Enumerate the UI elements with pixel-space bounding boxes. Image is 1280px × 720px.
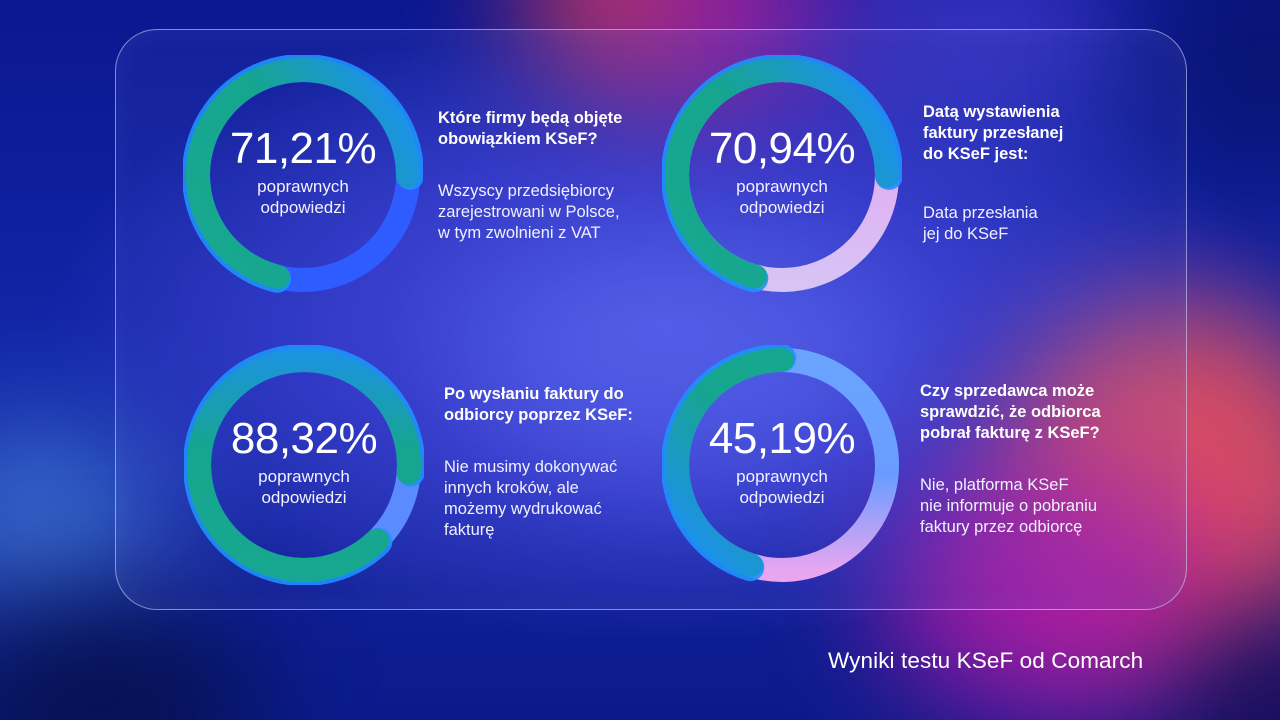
answer-text: Wszyscy przedsiębiorcy zarejestrowani w P… [438,182,620,242]
percent-value: 88,32% [230,414,378,463]
donut-chart-2: 70,94% poprawnych odpowiedzi [662,55,902,295]
percent-caption: poprawnych odpowiedzi [736,467,828,507]
footer-title: Wyniki testu KSeF od Comarch [828,648,1144,673]
donut-chart-4: 45,19% poprawnych odpowiedzi [662,345,902,585]
donut-ring-1 [183,55,423,295]
question-block-4: Czy sprzedawca może sprawdzić, że odbiorc… [920,381,1160,538]
answer-text: Nie, platforma KSeF nie informuje o pobra… [920,476,1098,536]
answer-text: Data przesłania jej do KSeF [923,204,1038,243]
results-panel [115,29,1187,610]
question-text: Datą wystawienia faktury przesłanej do KSe… [923,103,1064,163]
question-block-3: Po wysłaniu faktury do odbiorcy poprzez K… [444,384,684,541]
answer-text: Nie musimy dokonywać innych kroków, ale mo… [444,458,618,539]
percent-value: 70,94% [708,124,856,173]
question-block-2: Datą wystawienia faktury przesłanej do KSe… [923,102,1163,245]
percent-value: 45,19% [708,414,856,463]
donut-chart-1: 71,21% poprawnych odpowiedzi [183,55,423,295]
percent-caption: poprawnych odpowiedzi [258,467,350,507]
question-text: Czy sprzedawca może sprawdzić, że odbiorc… [920,382,1101,442]
donut-ring-2 [662,55,902,295]
question-text: Które firmy będą objęte obowiązkiem KSeF? [438,109,623,148]
donut-ring-4 [662,345,902,585]
donut-ring-3 [184,345,424,585]
percent-caption: poprawnych odpowiedzi [257,177,349,217]
percent-caption: poprawnych odpowiedzi [736,177,828,217]
question-block-1: Które firmy będą objęte obowiązkiem KSeF?… [438,108,678,244]
donut-chart-3: 88,32% poprawnych odpowiedzi [184,345,424,585]
question-text: Po wysłaniu faktury do odbiorcy poprzez K… [444,385,633,424]
percent-value: 71,21% [229,124,377,173]
